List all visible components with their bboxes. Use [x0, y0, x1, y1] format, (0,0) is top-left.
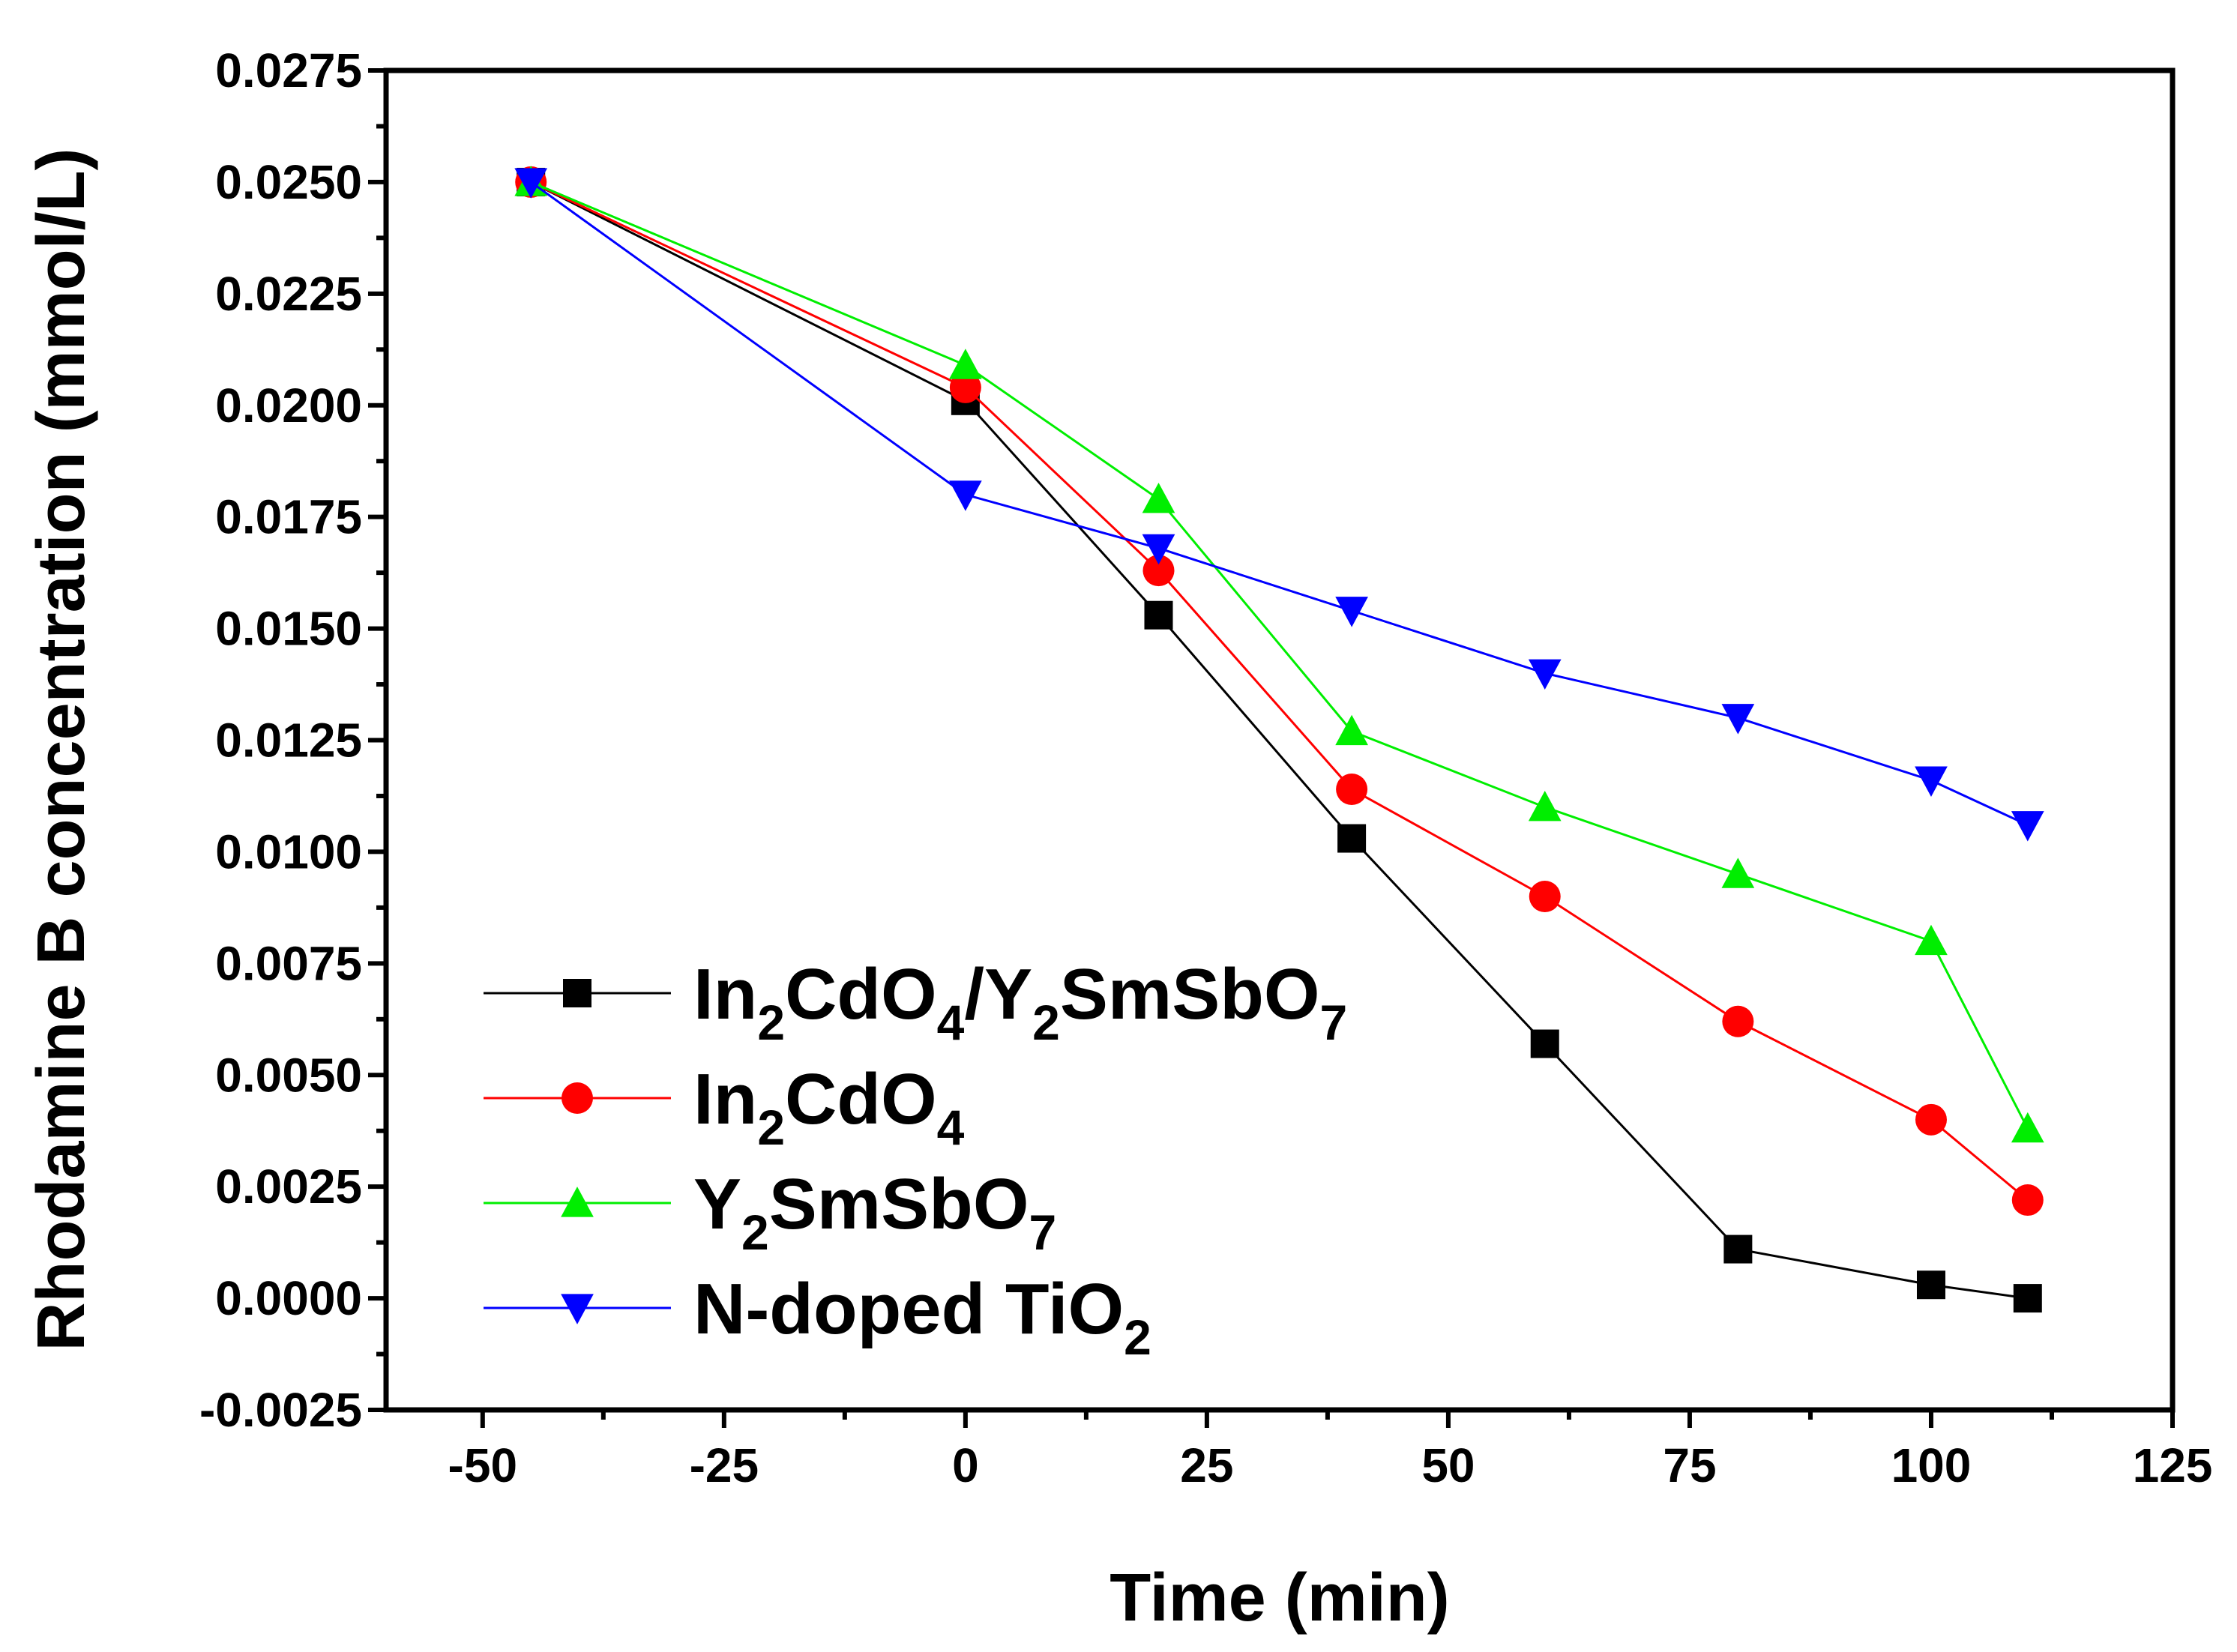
series-3 [514, 168, 2044, 842]
data-point [1915, 766, 1948, 797]
data-point [1915, 924, 1948, 956]
data-point [949, 480, 982, 511]
y-tick-label: 0.0175 [215, 490, 362, 544]
y-tick-label: -0.0025 [199, 1383, 362, 1437]
y-tick-label: 0.0075 [215, 936, 362, 990]
legend-label: N-doped TiO2 [693, 1269, 1151, 1365]
x-tick-label: 125 [2133, 1438, 2213, 1492]
series-line [530, 181, 2028, 1300]
data-point [2011, 1112, 2044, 1143]
data-point [1142, 482, 1175, 513]
legend-marker [561, 1082, 593, 1114]
x-tick-label: 75 [1663, 1438, 1716, 1492]
data-point [1337, 824, 1367, 853]
data-point [1530, 1029, 1559, 1058]
y-tick-label: 0.0100 [215, 825, 362, 878]
legend-label: In2CdO4/Y2SmSbO7 [693, 954, 1347, 1050]
series-0 [517, 167, 2042, 1313]
data-point [514, 168, 548, 199]
y-tick-label: 0.0250 [215, 155, 362, 209]
series-line [530, 181, 2029, 1130]
data-point [1915, 1103, 1947, 1136]
y-axis-title: Rhodamine B concentration (mmol/L) [24, 148, 99, 1351]
data-point [1142, 534, 1175, 565]
data-point [949, 371, 981, 403]
data-point [1528, 659, 1562, 690]
x-tick-label: -25 [690, 1438, 759, 1492]
data-point [1336, 774, 1368, 806]
legend-marker [561, 1294, 594, 1324]
y-tick-label: 0.0225 [215, 267, 362, 321]
y-tick-label: 0.0000 [215, 1271, 362, 1325]
legend-label: In2CdO4 [693, 1059, 965, 1155]
legend-marker [563, 979, 591, 1007]
series-line [530, 181, 2029, 1202]
data-point [2011, 1184, 2044, 1217]
y-tick-label: 0.0025 [215, 1160, 362, 1214]
data-point [1721, 704, 1755, 735]
data-point [1335, 714, 1368, 746]
y-tick-label: 0.0125 [215, 714, 362, 768]
y-tick-label: 0.0200 [215, 379, 362, 432]
data-point [949, 349, 982, 379]
legend-entry: In2CdO4/Y2SmSbO7 [484, 954, 1347, 1050]
x-tick-label: 50 [1421, 1438, 1475, 1492]
x-tick-label: 0 [952, 1438, 979, 1492]
data-point [2011, 811, 2044, 842]
legend-label: Y2SmSbO7 [693, 1164, 1056, 1260]
data-point [1722, 1005, 1754, 1037]
legend-entry: N-doped TiO2 [484, 1269, 1151, 1365]
y-tick-label: 0.0050 [215, 1048, 362, 1102]
data-point [1723, 1235, 1753, 1264]
series-line [530, 181, 2029, 827]
data-point [2013, 1284, 2042, 1313]
x-tick-label: 100 [1891, 1438, 1972, 1492]
x-tick-label: 25 [1180, 1438, 1233, 1492]
legend-marker [561, 1187, 594, 1217]
data-point [1528, 791, 1562, 822]
legend-entry: In2CdO4 [484, 1059, 965, 1155]
data-point [1529, 880, 1561, 912]
series-layer [514, 166, 2044, 1313]
y-tick-label: 0.0275 [215, 43, 362, 97]
x-axis-title: Time (min) [1110, 1561, 1449, 1636]
data-point [1721, 857, 1755, 888]
data-point [1335, 597, 1368, 627]
data-point [1916, 1270, 1945, 1300]
data-point [1144, 600, 1173, 630]
x-tick-label: -50 [448, 1438, 518, 1492]
y-tick-label: 0.0150 [215, 602, 362, 656]
legend-entry: Y2SmSbO7 [484, 1164, 1056, 1260]
data-point [1142, 555, 1175, 587]
axes: -50 -25 0 25 50 75 100 125 -0.0025 0.0000 0.0025 0.… [199, 43, 2212, 1492]
